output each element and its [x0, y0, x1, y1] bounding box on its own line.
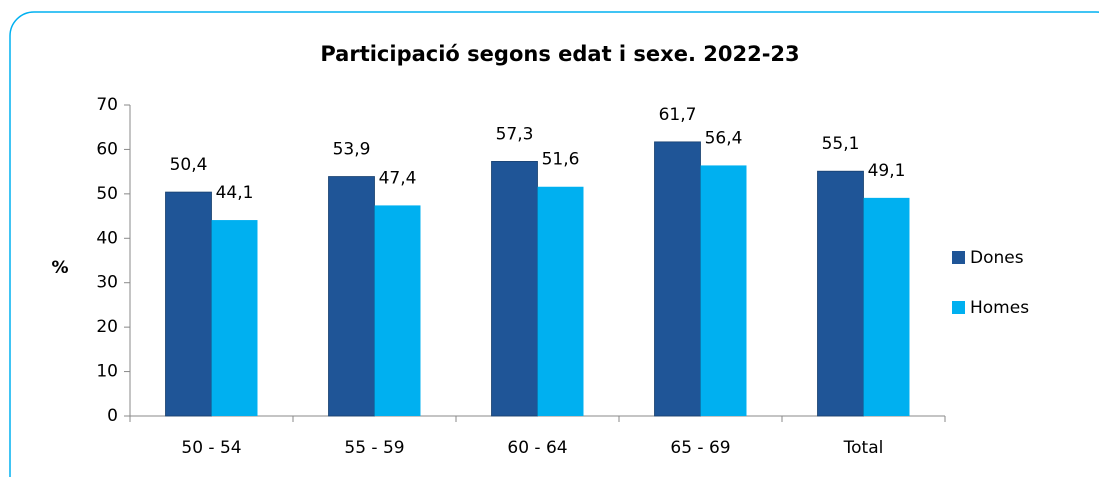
bar [328, 176, 375, 417]
y-tick-label: 40 [96, 228, 118, 248]
data-label: 53,9 [333, 140, 371, 160]
bar [654, 141, 701, 417]
data-label: 56,4 [705, 128, 743, 148]
legend-label: Homes [970, 298, 1029, 318]
legend-swatch [952, 251, 965, 264]
y-tick-label: 50 [96, 184, 118, 204]
x-tick-label: 50 - 54 [181, 438, 241, 458]
y-tick-label: 20 [96, 317, 118, 337]
x-tick-label: Total [843, 438, 884, 458]
bar [817, 170, 864, 417]
data-label: 61,7 [659, 105, 697, 125]
y-tick-label: 0 [107, 406, 118, 426]
bar [165, 191, 212, 417]
data-label: 49,1 [868, 161, 906, 181]
legend-swatch [952, 301, 965, 314]
chart-title: Participació segons edat i sexe. 2022-23 [320, 42, 799, 66]
legend-label: Dones [970, 248, 1024, 268]
data-label: 47,4 [379, 168, 417, 188]
data-label: 44,1 [216, 183, 254, 203]
y-axis-label: % [51, 258, 68, 278]
y-tick-label: 60 [96, 139, 118, 159]
data-label: 50,4 [170, 155, 208, 175]
bar [374, 205, 421, 416]
bar [211, 220, 258, 416]
bar [537, 186, 584, 416]
data-label: 55,1 [822, 134, 860, 154]
y-tick-label: 70 [96, 95, 118, 115]
x-tick-label: 65 - 69 [670, 438, 730, 458]
x-tick-label: 55 - 59 [344, 438, 404, 458]
data-label: 57,3 [496, 124, 534, 144]
x-tick-label: 60 - 64 [507, 438, 567, 458]
bar [863, 197, 910, 416]
y-tick-label: 10 [96, 362, 118, 382]
bar [491, 161, 538, 417]
bar [700, 165, 747, 416]
data-label: 51,6 [542, 150, 580, 170]
y-tick-label: 30 [96, 273, 118, 293]
